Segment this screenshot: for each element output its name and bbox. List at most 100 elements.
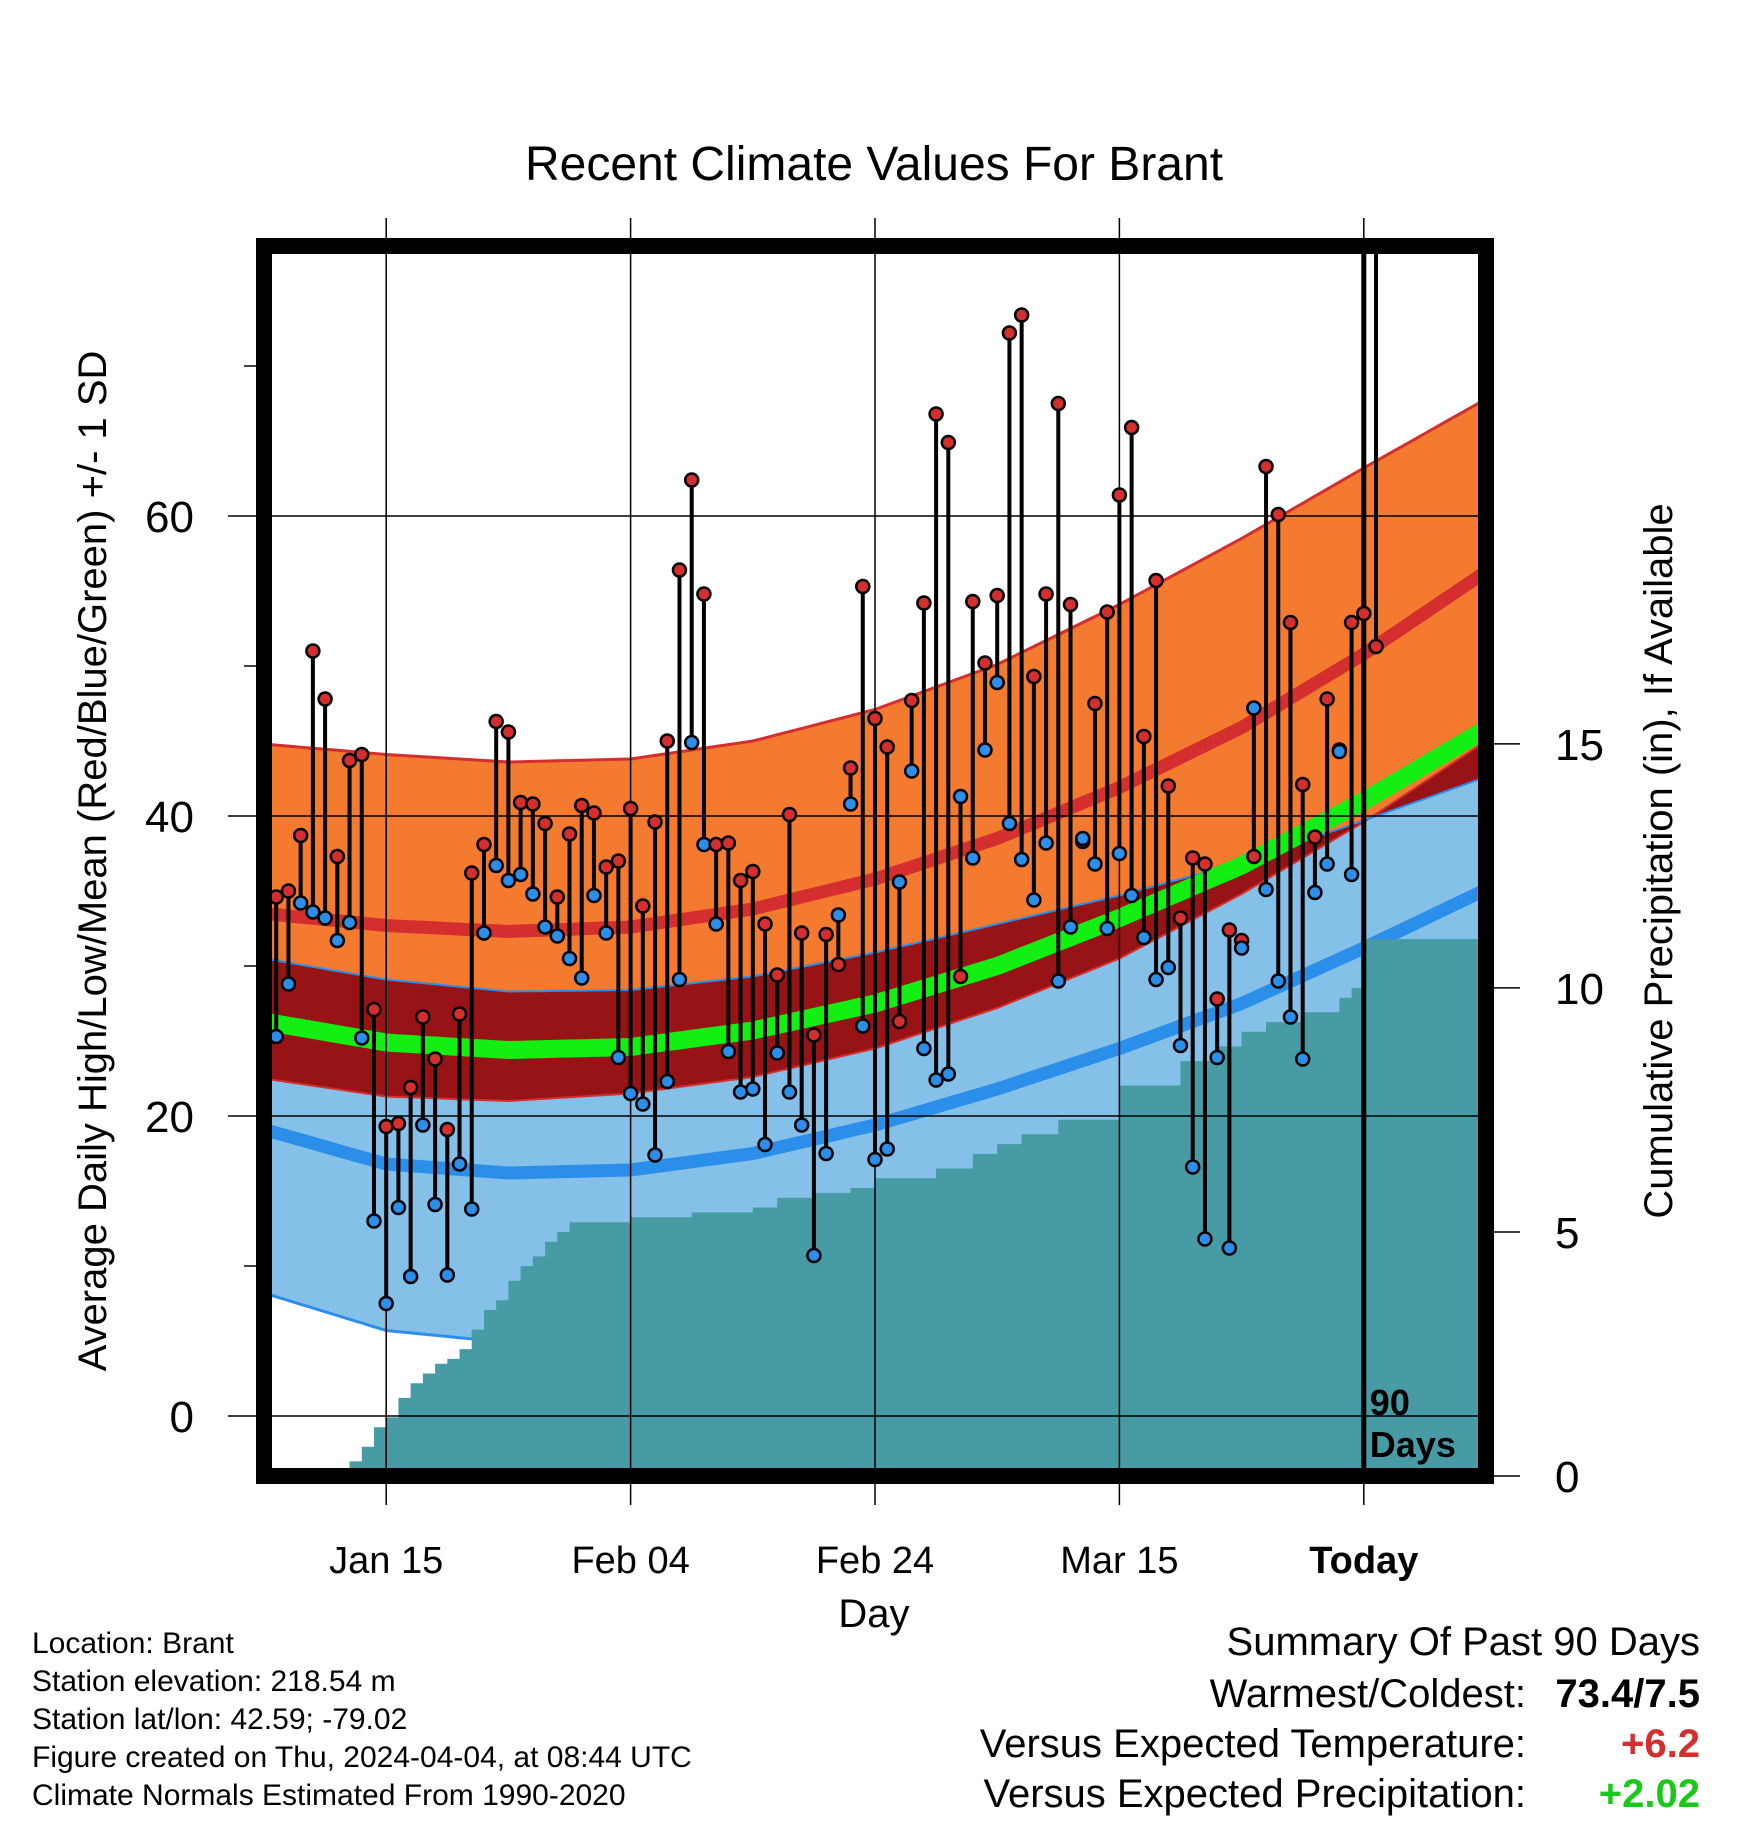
high-point (292, 827, 309, 844)
high-point (305, 643, 321, 659)
y2-tick-label: 0 (1555, 1453, 1579, 1502)
high-point (1136, 728, 1152, 745)
summary-temp-label: Versus Expected Temperature: (979, 1722, 1526, 1766)
high-point (354, 746, 370, 763)
low-point (879, 1141, 895, 1157)
high-point (683, 472, 700, 488)
low-point (635, 1096, 651, 1112)
high-point (952, 968, 969, 985)
low-point (891, 874, 908, 890)
low-point (573, 970, 590, 986)
low-point (1136, 929, 1152, 946)
low-point (537, 919, 553, 935)
high-point (830, 956, 847, 973)
low-point (1319, 856, 1335, 872)
high-point (781, 806, 798, 823)
low-point (402, 1268, 419, 1285)
low-point (512, 866, 529, 883)
high-point (659, 733, 676, 749)
low-point (708, 916, 724, 932)
low-point (903, 763, 920, 779)
axes: Jan 15 Feb 04 Feb 24 Mar 15 Today 0 20 40 60 0 5 10… (145, 218, 1604, 1582)
low-point (1233, 940, 1250, 956)
high-point (610, 853, 627, 869)
low-point (952, 788, 969, 805)
high-point (427, 1051, 443, 1067)
high-point (451, 1006, 468, 1022)
footer-elevation: Station elevation: 218.54 m (32, 1665, 396, 1698)
y-tick-label: 0 (170, 1393, 194, 1442)
high-point (1319, 691, 1335, 707)
high-point (378, 1118, 394, 1135)
low-point (451, 1156, 468, 1172)
y2-tick-label: 10 (1555, 965, 1604, 1014)
x-tick-label: Today (1309, 1540, 1418, 1582)
high-point (1282, 614, 1299, 631)
low-point (378, 1295, 394, 1312)
low-point (390, 1199, 407, 1216)
high-point (793, 925, 810, 941)
low-point (683, 734, 700, 751)
summary-temperature: Versus Expected Temperature: +6.2 (980, 1722, 1700, 1767)
high-point (280, 883, 297, 899)
high-point (1160, 778, 1177, 794)
y2-axis-label: Cumulative Precipitation (in), If Availa… (1637, 503, 1681, 1218)
high-point (818, 926, 834, 943)
high-point (696, 586, 712, 602)
low-point (354, 1030, 370, 1046)
high-point (476, 836, 492, 853)
today-marker-label: 90 (1370, 1382, 1410, 1423)
x-tick-label: Feb 04 (571, 1540, 689, 1582)
high-point (989, 587, 1005, 604)
high-point (1270, 506, 1287, 523)
low-point (806, 1247, 822, 1264)
low-point (1370, 0, 1383, 7)
high-point (561, 826, 578, 842)
high-point (1050, 395, 1067, 412)
low-point (476, 925, 492, 941)
low-point (1099, 920, 1115, 937)
high-point (537, 815, 553, 832)
footer-latlon: Station lat/lon: 42.59; -79.02 (32, 1703, 408, 1736)
daily-observations (264, 0, 1384, 1312)
low-point (916, 1040, 932, 1057)
high-point (1184, 850, 1201, 866)
low-point (1221, 1240, 1238, 1256)
low-point (500, 872, 517, 889)
summary-precipitation: Versus Expected Precipitation: +2.02 (983, 1772, 1700, 1817)
low-point (1074, 830, 1091, 847)
high-point (916, 595, 932, 611)
high-point (879, 739, 895, 755)
low-point (1001, 815, 1018, 832)
high-point (512, 794, 529, 811)
low-point (427, 1196, 443, 1213)
high-point (928, 406, 944, 422)
low-point (341, 914, 358, 931)
high-point (732, 872, 749, 889)
high-point (855, 578, 871, 595)
low-point (1307, 884, 1323, 901)
low-point (1197, 1231, 1213, 1247)
y2-tick-label: 15 (1555, 721, 1604, 770)
high-point (1307, 829, 1323, 845)
low-point (1148, 971, 1164, 988)
high-point (1038, 586, 1054, 602)
low-point (329, 932, 346, 949)
low-point (1331, 743, 1348, 760)
high-point (1111, 487, 1128, 503)
low-point (732, 1084, 749, 1100)
high-point (415, 1009, 431, 1025)
low-point (1270, 973, 1287, 989)
low-point (622, 1085, 639, 1102)
low-point (867, 1151, 883, 1168)
summary-precip-label: Versus Expected Precipitation: (983, 1772, 1526, 1816)
low-point (1038, 835, 1054, 851)
low-point (855, 1018, 871, 1034)
high-point (598, 859, 614, 875)
high-point (341, 752, 358, 769)
high-point (1294, 776, 1311, 793)
low-point (1123, 887, 1140, 904)
high-point (1013, 307, 1030, 323)
high-point (329, 848, 346, 865)
